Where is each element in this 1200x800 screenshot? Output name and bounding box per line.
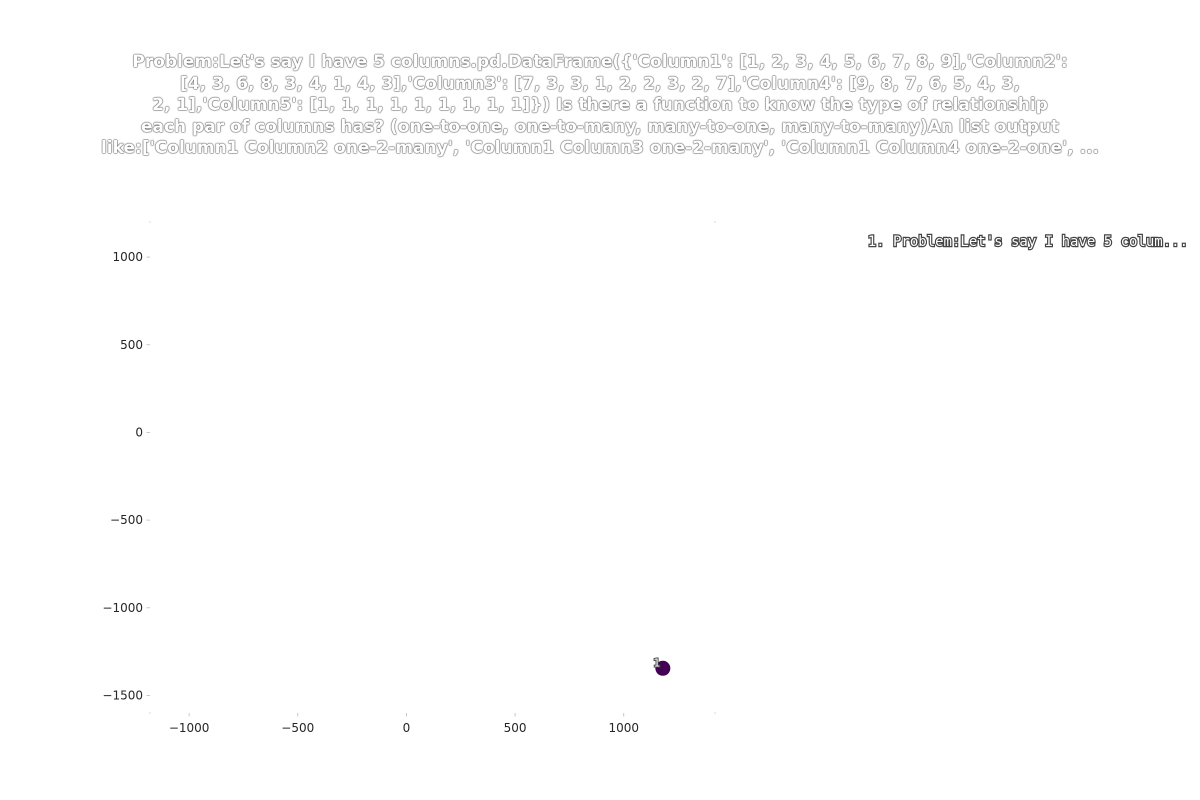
legend-entry: 1. Problem:Let's say I have 5 colum... [868, 234, 1188, 250]
x-tick-label: −500 [281, 721, 314, 735]
axes-corner [714, 221, 716, 223]
legend: 1. Problem:Let's say I have 5 colum... [867, 233, 1190, 251]
y-axis: 1000 500 0 −500 −1000 −1500 [102, 250, 150, 702]
data-points: 1 [652, 655, 671, 676]
x-tick-label: −1000 [169, 721, 210, 735]
chart-title-line: [4, 3, 6, 8, 3, 4, 1, 4, 3],'Column3': [… [180, 73, 1020, 94]
y-tick-label: −1000 [102, 601, 143, 615]
data-point-label: 1 [653, 656, 660, 669]
x-axis: −1000 −500 0 500 1000 [169, 713, 639, 735]
chart-title-line: like:['Column1 Column2 one-2-many', 'Col… [100, 138, 1100, 158]
y-tick-label: −500 [110, 513, 143, 527]
y-tick-label: 1000 [112, 250, 143, 264]
axes-corner [149, 712, 151, 714]
chart-title-line: 2, 1],'Column5': [1, 1, 1, 1, 1, 1, 1, 1… [152, 95, 1048, 115]
x-tick-label: 500 [504, 721, 527, 735]
data-point [655, 660, 671, 676]
axes-corner [149, 221, 151, 223]
axes-frame [149, 221, 716, 714]
chart-title-line: each par of columns has? (one-to-one, on… [140, 116, 1060, 137]
axes-corner [714, 712, 716, 714]
x-tick-label: 0 [403, 721, 411, 735]
y-tick-label: 500 [120, 338, 143, 352]
y-tick-label: 0 [135, 425, 143, 439]
chart-title-line: Problem:Let's say I have 5 columns.pd.Da… [132, 52, 1068, 72]
chart-title: Problem:Let's say I have 5 columns.pd.Da… [0, 52, 1200, 160]
x-tick-label: 1000 [608, 721, 639, 735]
y-tick-label: −1500 [102, 688, 143, 702]
